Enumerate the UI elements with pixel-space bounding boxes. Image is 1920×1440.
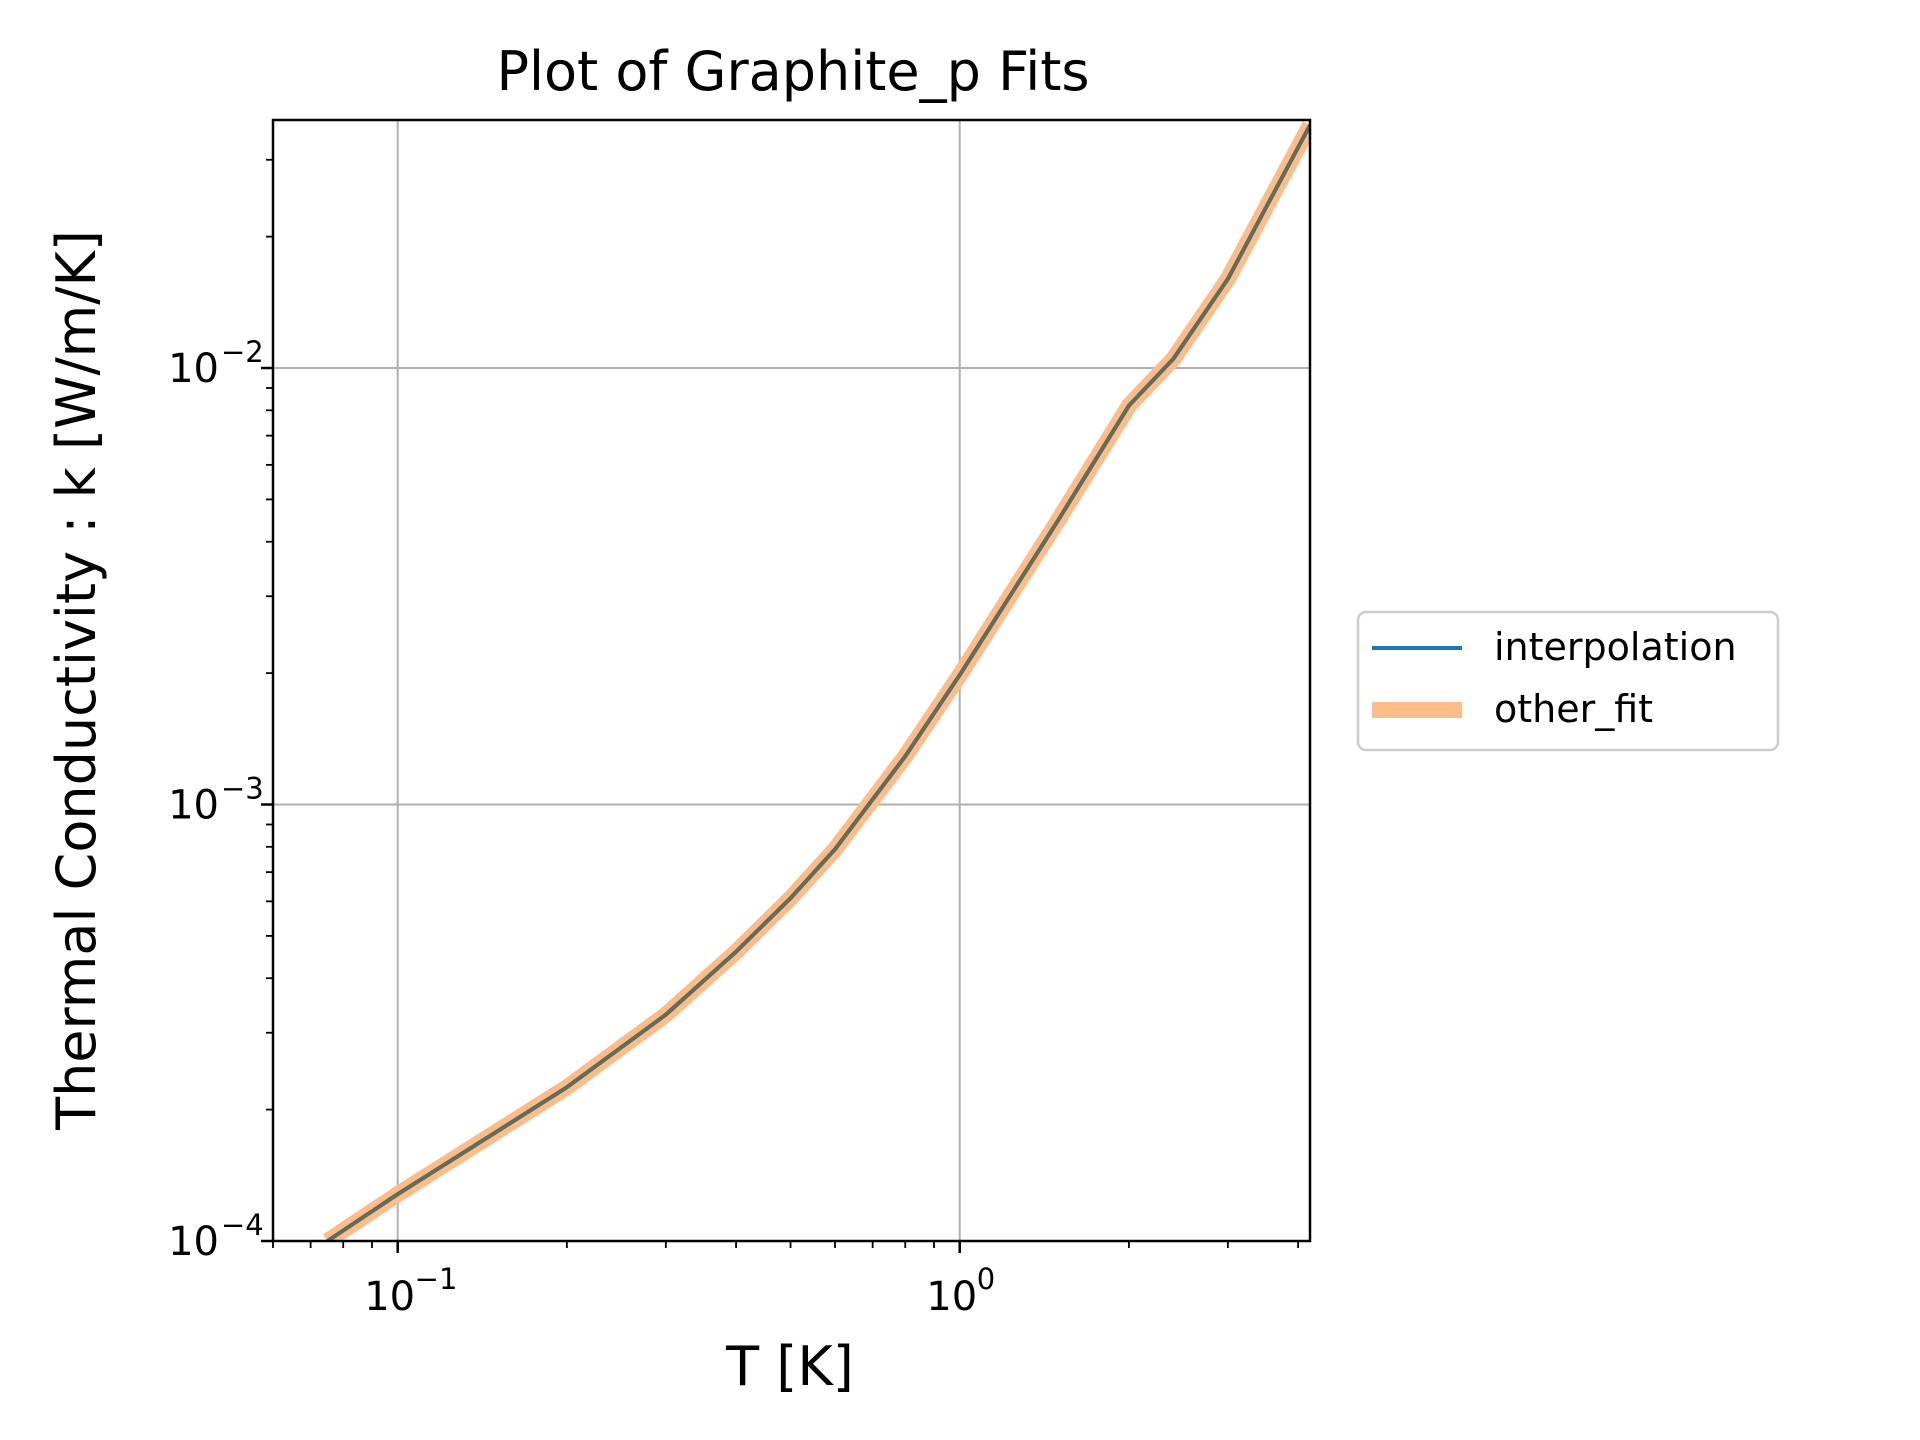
y-tick-exponent: −3: [221, 772, 264, 806]
y-tick-label: 10: [168, 1219, 219, 1265]
y-axis-label: Thermal Conductivity : k [W/m/K]: [45, 230, 108, 1131]
x-axis-label: T [K]: [725, 1335, 854, 1398]
legend-label-interpolation: interpolation: [1494, 625, 1737, 669]
legend: interpolation other_fit: [1356, 610, 1780, 752]
legend-frame: [1356, 610, 1780, 752]
legend-label-other-fit: other_fit: [1494, 687, 1653, 731]
x-tick-exponent: −1: [415, 1262, 458, 1296]
y-tick-label: 10: [168, 783, 219, 829]
x-tick-exponent: 0: [977, 1262, 995, 1296]
chart-title: Plot of Graphite_p Fits: [496, 40, 1089, 103]
y-tick-exponent: −2: [221, 335, 264, 369]
x-tick-label: 10: [926, 1274, 977, 1320]
y-tick-label: 10: [168, 346, 219, 392]
series-lines: [323, 121, 1310, 1241]
axis-ticks: 10 −1 10 010 −410 −310 −2: [168, 158, 1299, 1320]
x-tick-label: 10: [364, 1274, 415, 1320]
series-line-overlap: [326, 124, 1310, 1241]
axes-frame: [271, 118, 1312, 1243]
y-tick-exponent: −4: [221, 1208, 264, 1242]
